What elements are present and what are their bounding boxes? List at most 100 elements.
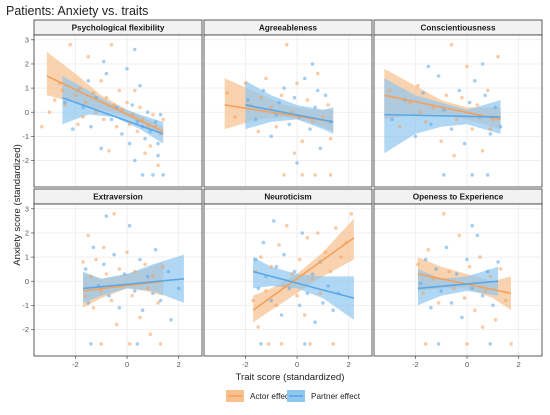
actor-point — [161, 264, 165, 269]
partner-point — [436, 74, 441, 78]
partner-point — [158, 298, 163, 303]
actor-point — [76, 122, 80, 127]
actor-point — [104, 272, 109, 276]
partner-point — [483, 93, 487, 98]
actor-point — [117, 267, 122, 271]
actor-point — [86, 54, 91, 59]
partner-point — [462, 141, 467, 146]
x-tick-label: 2 — [517, 360, 521, 369]
partner-point — [120, 132, 124, 136]
y-tick-label: 2 — [25, 229, 29, 238]
actor-point — [47, 110, 52, 114]
actor-point — [423, 342, 428, 346]
actor-point — [233, 115, 237, 119]
actor-point — [387, 88, 392, 93]
partner-point — [429, 122, 433, 127]
actor-point — [305, 236, 310, 240]
x-tick-label: 2 — [347, 360, 351, 369]
actor-point — [408, 100, 413, 105]
partner-point — [454, 272, 459, 276]
actor-point — [447, 269, 451, 274]
actor-point — [114, 322, 119, 327]
partner-point — [315, 88, 320, 93]
actor-point — [86, 233, 91, 238]
actor-point — [156, 163, 160, 168]
partner-point — [161, 173, 165, 177]
partner-point — [112, 252, 116, 257]
actor-point — [109, 42, 114, 47]
actor-point — [73, 93, 78, 98]
actor-point — [81, 115, 85, 119]
actor-point — [295, 293, 299, 298]
actor-point — [475, 103, 480, 107]
partner-point — [117, 305, 122, 310]
panel-title: Openess to Experience — [413, 193, 504, 202]
partner-point — [140, 173, 145, 177]
partner-point — [323, 93, 328, 98]
actor-point — [102, 245, 106, 250]
panel-1: Psychological flexibility -2 -1 0 1 2 3 — [22, 19, 203, 188]
actor-point — [431, 105, 436, 110]
actor-point — [454, 117, 459, 122]
actor-point — [151, 274, 155, 279]
partner-point — [292, 95, 297, 100]
actor-point — [133, 88, 137, 93]
actor-point — [483, 289, 487, 293]
panel-marks — [40, 42, 165, 177]
actor-point — [91, 91, 96, 95]
partner-confidence-band — [417, 266, 499, 306]
actor-point — [130, 293, 134, 298]
partner-point — [83, 267, 88, 271]
partner-point — [130, 103, 134, 107]
actor-point — [151, 112, 155, 117]
partner-point — [86, 79, 91, 83]
panel-5: Neuroticism -2 0 2 — [203, 188, 373, 369]
x-tick-label: -2 — [412, 360, 419, 369]
actor-point — [148, 332, 153, 337]
partner-confidence-band — [245, 80, 334, 134]
partner-point — [439, 289, 444, 293]
y-tick-label: 0 — [25, 108, 29, 117]
actor-point — [308, 342, 312, 346]
actor-point — [109, 298, 114, 303]
y-tick-label: 0 — [25, 277, 29, 286]
actor-point — [439, 139, 444, 143]
actor-point — [143, 262, 147, 267]
partner-regression-line — [62, 96, 164, 135]
y-tick-label: -1 — [22, 301, 29, 310]
partner-point — [133, 158, 137, 163]
partner-point — [449, 301, 454, 305]
partner-point — [475, 233, 480, 238]
actor-point — [416, 83, 420, 88]
partner-point — [259, 342, 263, 346]
y-tick-label: 1 — [25, 253, 29, 262]
y-tick-label: -2 — [22, 325, 29, 334]
actor-point — [78, 86, 83, 90]
actor-point — [107, 149, 111, 153]
actor-point — [138, 315, 142, 320]
actor-point — [112, 103, 116, 107]
actor-point — [279, 342, 284, 346]
partner-regression-line — [384, 113, 501, 118]
y-axis-title: Anxiety score (standardized) — [12, 144, 23, 266]
partner-point — [169, 318, 173, 322]
actor-point — [457, 233, 462, 238]
x-tick-label: -2 — [72, 360, 79, 369]
partner-point — [102, 59, 106, 64]
y-tick-label: 3 — [25, 35, 29, 44]
actor-point — [509, 342, 513, 346]
legend-label-partner: Partner effect — [311, 392, 361, 401]
actor-point — [81, 260, 85, 264]
partner-point — [292, 269, 297, 274]
partner-point — [133, 47, 137, 52]
partner-point — [274, 264, 279, 269]
partner-point — [89, 342, 93, 346]
partner-point — [310, 272, 315, 276]
partner-point — [295, 161, 299, 165]
actor-point — [125, 250, 129, 255]
actor-point — [104, 95, 109, 100]
actor-point — [68, 42, 72, 47]
actor-point — [315, 71, 320, 76]
partner-point — [140, 308, 145, 313]
actor-point — [418, 110, 423, 114]
